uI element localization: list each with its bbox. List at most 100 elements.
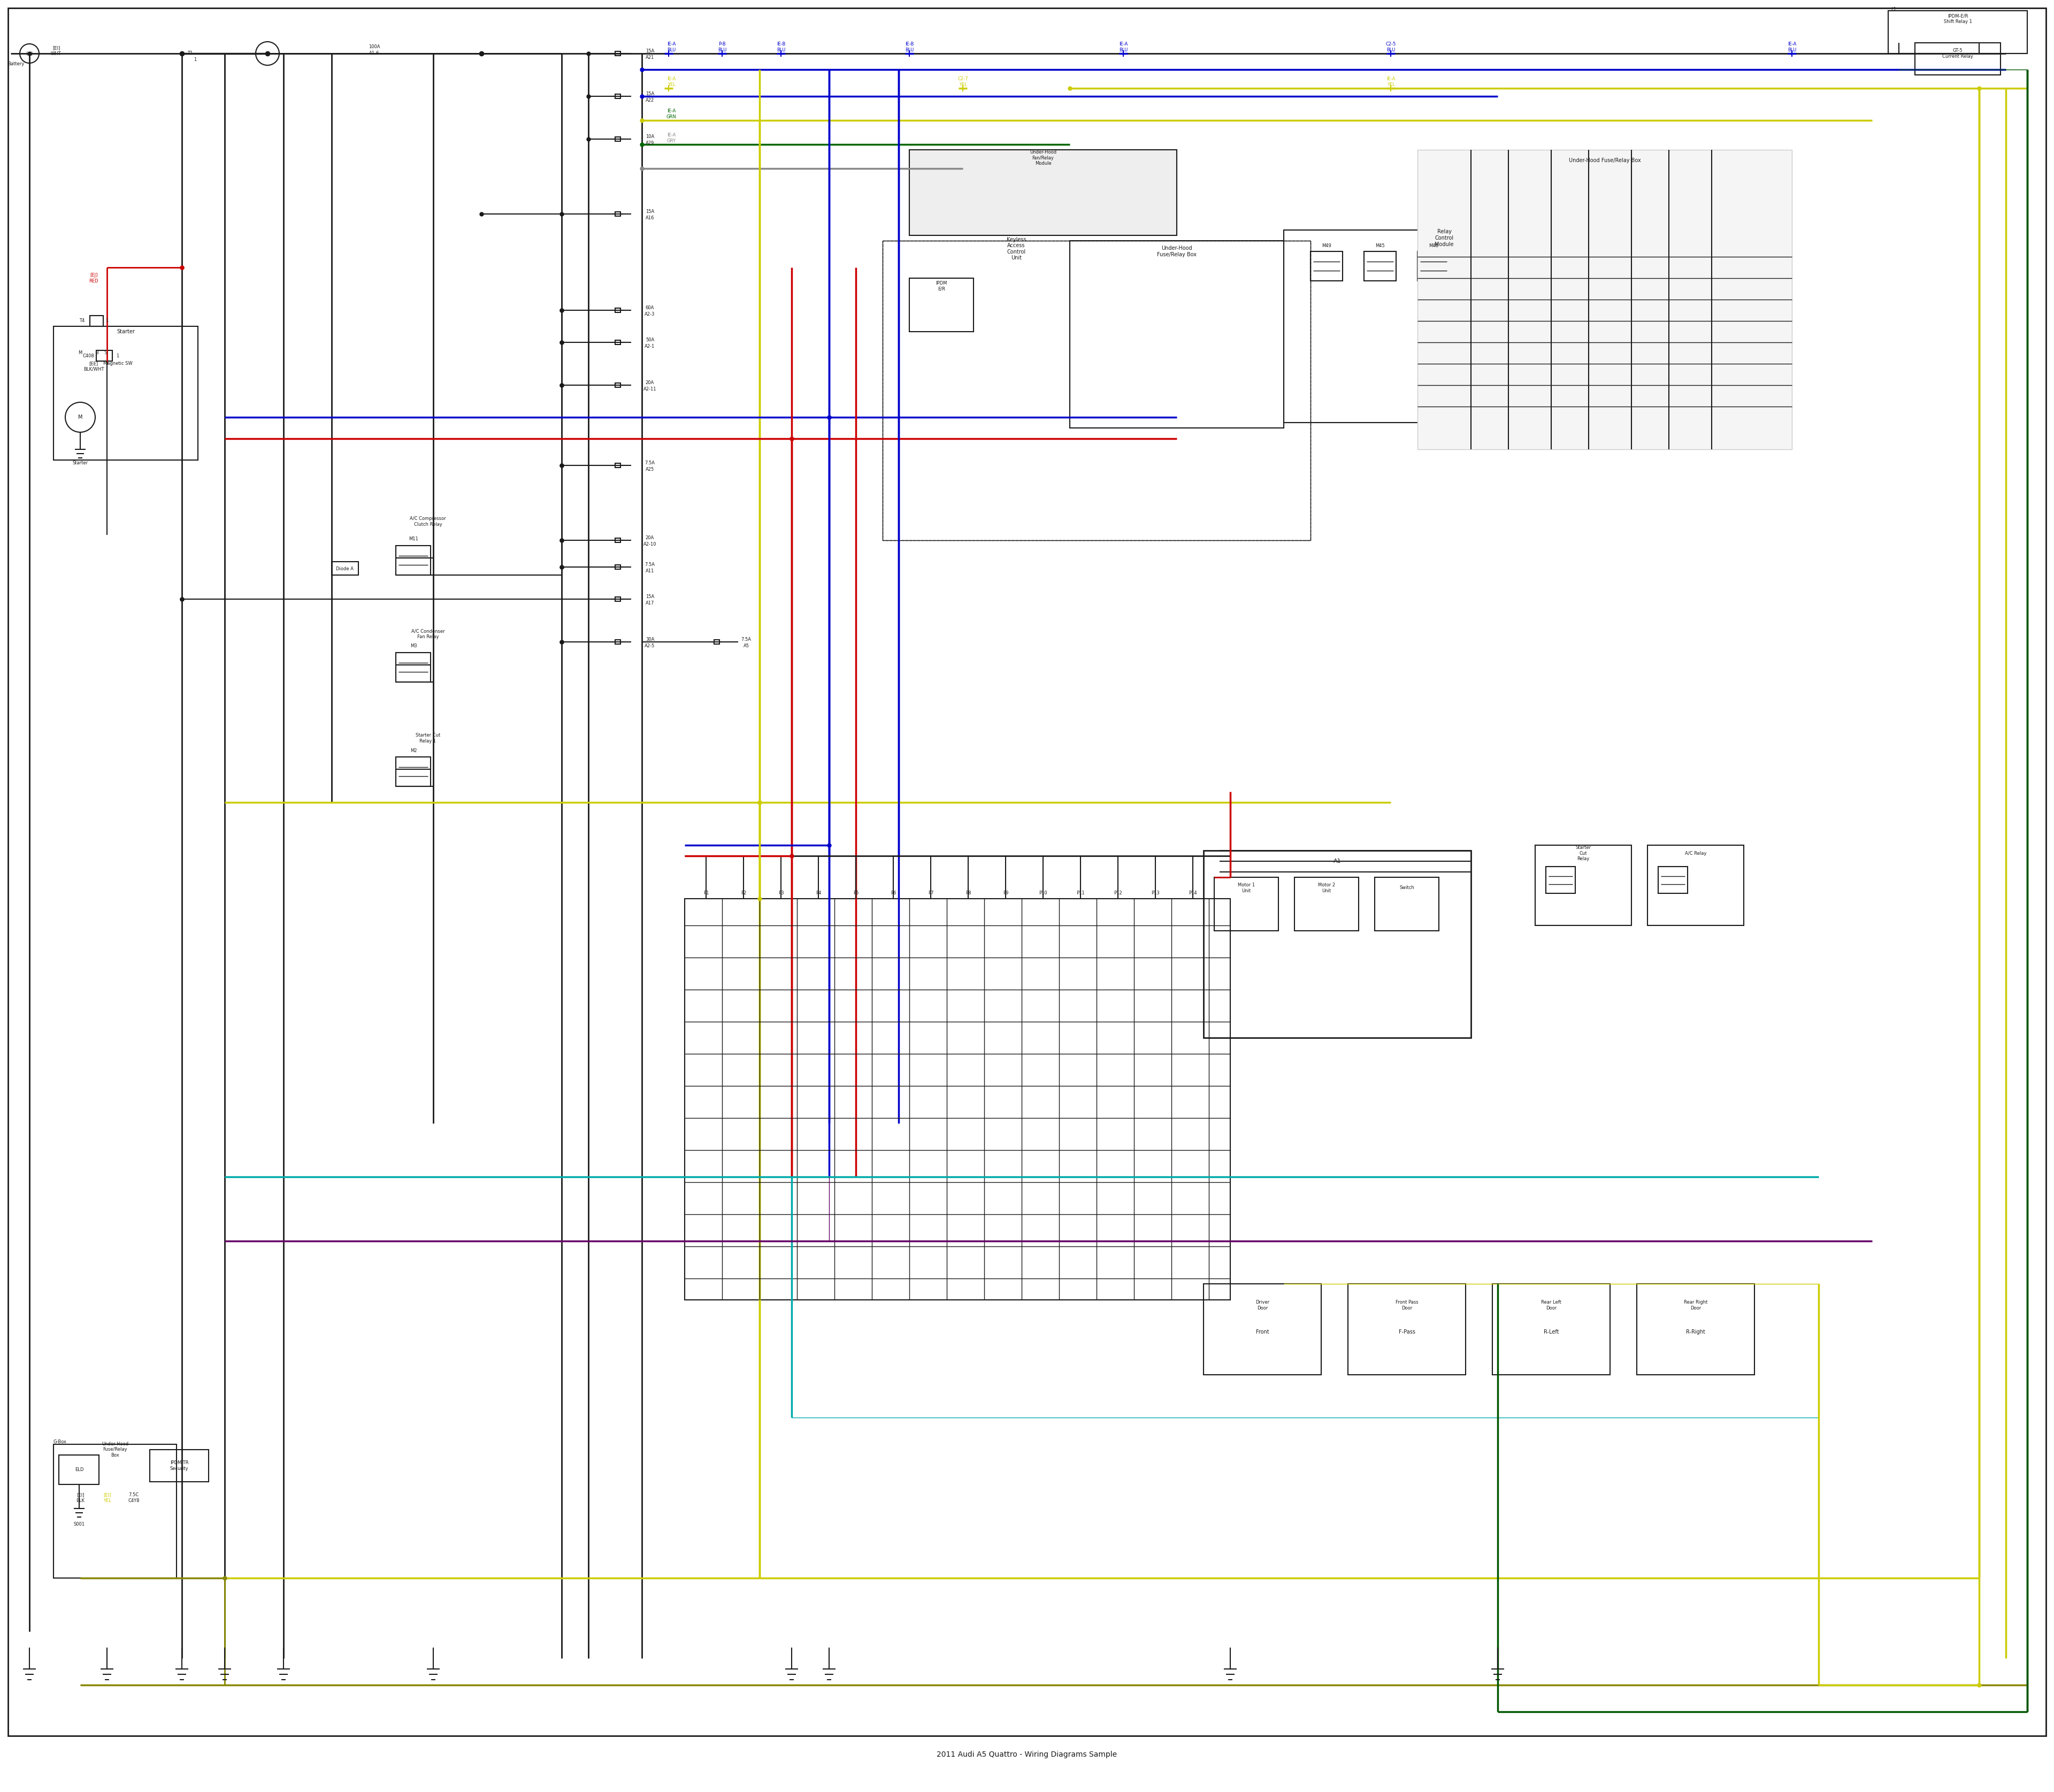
Text: A5: A5 xyxy=(744,643,750,649)
Text: Starter: Starter xyxy=(72,461,88,466)
Text: Rear Right
Door: Rear Right Door xyxy=(1684,1299,1707,1310)
Text: Under-Hood
Fan/Relay
Module: Under-Hood Fan/Relay Module xyxy=(1029,151,1056,167)
Text: A22: A22 xyxy=(645,97,655,102)
Text: P4: P4 xyxy=(815,891,822,896)
Text: P13: P13 xyxy=(1150,891,1161,896)
Text: IE-A
YEL: IE-A YEL xyxy=(1386,77,1395,88)
Text: M: M xyxy=(78,351,82,355)
Bar xyxy=(60,1455,99,1484)
Bar xyxy=(1204,851,1471,1038)
Text: A2-3: A2-3 xyxy=(645,312,655,317)
Bar xyxy=(1364,251,1397,281)
Text: P8: P8 xyxy=(965,891,972,896)
Text: Under-Hood
Fuse/Relay
Box: Under-Hood Fuse/Relay Box xyxy=(101,1443,129,1457)
Text: Under-Hood Fuse/Relay Box: Under-Hood Fuse/Relay Box xyxy=(1569,158,1641,163)
Bar xyxy=(614,464,620,468)
Text: M49: M49 xyxy=(1323,244,1331,249)
Text: C2-5
BLU: C2-5 BLU xyxy=(1386,41,1397,52)
Text: B    S: B S xyxy=(97,351,107,355)
Text: 60A: 60A xyxy=(645,305,655,310)
Bar xyxy=(614,136,620,142)
Bar xyxy=(614,538,620,543)
Text: Rear Left
Door: Rear Left Door xyxy=(1540,1299,1561,1310)
Text: P-B
BLU: P-B BLU xyxy=(717,41,727,52)
Text: A25: A25 xyxy=(645,466,655,471)
Text: 7.5A: 7.5A xyxy=(741,636,752,642)
Text: Starter Cut
Relay 1: Starter Cut Relay 1 xyxy=(415,733,440,744)
Text: M: M xyxy=(78,414,82,419)
Bar xyxy=(1547,867,1575,894)
Text: P6: P6 xyxy=(891,891,896,896)
Text: A2-11: A2-11 xyxy=(643,387,657,391)
Text: IE-B
BLU: IE-B BLU xyxy=(776,41,785,52)
Text: Magnetic SW: Magnetic SW xyxy=(103,362,131,366)
Text: P12: P12 xyxy=(1113,891,1121,896)
Text: ELD: ELD xyxy=(74,1468,84,1473)
Text: P1: P1 xyxy=(702,891,709,896)
Bar xyxy=(1914,43,2001,75)
Bar xyxy=(396,756,431,787)
Text: P14: P14 xyxy=(1189,891,1197,896)
Text: A1-6: A1-6 xyxy=(370,52,380,56)
Text: 2011 Audi A5 Quattro - Wiring Diagrams Sample: 2011 Audi A5 Quattro - Wiring Diagrams S… xyxy=(937,1751,1117,1758)
Text: 15A: 15A xyxy=(645,593,655,599)
Text: A21: A21 xyxy=(645,56,655,59)
Bar xyxy=(53,326,197,461)
Text: [EI]
BLK: [EI] BLK xyxy=(76,1493,84,1503)
Text: M11: M11 xyxy=(409,538,419,541)
Text: C2-7
YEL: C2-7 YEL xyxy=(957,77,967,88)
Text: A/C Relay: A/C Relay xyxy=(1684,851,1707,855)
Text: 1: 1 xyxy=(105,319,109,323)
Text: A2-5: A2-5 xyxy=(645,643,655,649)
Text: IPDM
E/R: IPDM E/R xyxy=(937,281,947,292)
Text: L1: L1 xyxy=(1892,7,1896,13)
Text: 20A: 20A xyxy=(645,380,655,385)
Bar xyxy=(1070,240,1284,428)
Text: M48: M48 xyxy=(1430,244,1438,249)
Bar xyxy=(614,640,620,643)
Text: Motor 2
Unit: Motor 2 Unit xyxy=(1319,883,1335,892)
Text: [EI]
YEL: [EI] YEL xyxy=(103,1493,111,1503)
Bar xyxy=(614,564,620,570)
Text: 7.5A: 7.5A xyxy=(645,461,655,466)
Bar xyxy=(1534,846,1631,925)
Bar xyxy=(1417,251,1450,281)
Text: P7: P7 xyxy=(928,891,933,896)
Text: A1: A1 xyxy=(1333,858,1341,864)
Text: M2: M2 xyxy=(411,747,417,753)
Text: G-Box: G-Box xyxy=(53,1439,66,1444)
Text: 100A: 100A xyxy=(368,45,380,50)
Text: 7.5A: 7.5A xyxy=(645,563,655,566)
Text: [EE]
BLK/WHT: [EE] BLK/WHT xyxy=(84,362,105,371)
Text: Driver
Door: Driver Door xyxy=(1255,1299,1269,1310)
Text: IE-A
BLU: IE-A BLU xyxy=(1787,41,1797,52)
Bar xyxy=(1284,229,1604,423)
Text: 50A: 50A xyxy=(645,337,655,342)
Bar xyxy=(1374,878,1440,930)
Bar xyxy=(1417,151,1791,450)
Bar xyxy=(684,898,1230,1299)
Text: T4: T4 xyxy=(80,319,84,323)
Text: A2-1: A2-1 xyxy=(645,344,655,348)
Text: Under-Hood
Fuse/Relay Box: Under-Hood Fuse/Relay Box xyxy=(1156,246,1197,258)
Text: P10: P10 xyxy=(1039,891,1048,896)
Bar xyxy=(614,597,620,602)
Text: 15A: 15A xyxy=(645,210,655,213)
Text: P3: P3 xyxy=(778,891,785,896)
Text: IE-A
YEL: IE-A YEL xyxy=(668,77,676,88)
Text: F-Pass: F-Pass xyxy=(1399,1330,1415,1335)
Bar xyxy=(97,351,113,360)
Bar xyxy=(150,1450,210,1482)
Text: 15A: 15A xyxy=(645,48,655,54)
Text: P11: P11 xyxy=(1076,891,1085,896)
Text: Motor 1
Unit: Motor 1 Unit xyxy=(1239,883,1255,892)
Text: S001: S001 xyxy=(74,1521,84,1527)
Bar xyxy=(883,240,1310,539)
Text: Front Pass
Door: Front Pass Door xyxy=(1395,1299,1417,1310)
Text: R-Right: R-Right xyxy=(1686,1330,1705,1335)
Text: 15A: 15A xyxy=(645,91,655,97)
Text: M3: M3 xyxy=(411,643,417,649)
Text: A/C Compressor
Clutch Relay: A/C Compressor Clutch Relay xyxy=(411,516,446,527)
Text: A2-10: A2-10 xyxy=(643,541,657,547)
Bar xyxy=(1204,1283,1321,1374)
